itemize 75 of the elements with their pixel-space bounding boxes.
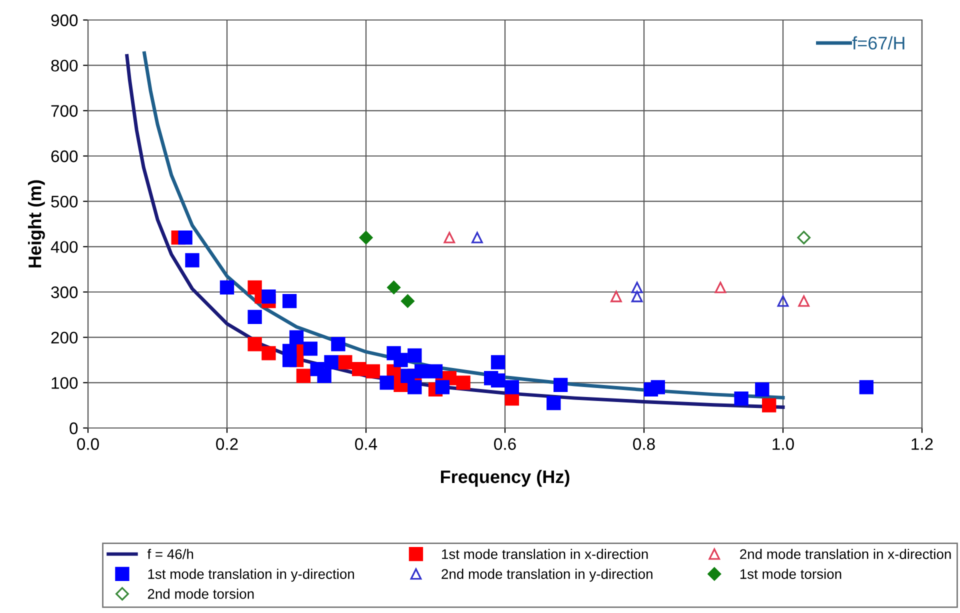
point <box>324 355 338 370</box>
legend-label: 1st mode translation in y-direction <box>148 568 354 582</box>
point <box>554 378 568 392</box>
legend-label: f=67/H <box>852 36 904 50</box>
point <box>317 368 332 383</box>
point <box>490 373 506 388</box>
legend-label: 1st mode translation in x-direction <box>442 548 648 560</box>
point <box>504 380 520 394</box>
point <box>408 380 422 394</box>
point <box>380 376 394 390</box>
point <box>289 330 304 344</box>
point <box>359 230 373 244</box>
x-tick-label: 1.0 <box>772 438 794 450</box>
point <box>282 352 297 368</box>
y-tick-label: 100 <box>52 377 78 389</box>
point <box>490 355 506 370</box>
point <box>352 362 366 376</box>
y-tick-label: 900 <box>51 14 78 26</box>
point <box>262 289 276 304</box>
point <box>859 380 874 394</box>
legend-label: 2nd mode translation in y-direction <box>442 568 652 582</box>
point <box>435 380 450 394</box>
point <box>755 382 770 397</box>
point <box>631 290 643 302</box>
legend-label: 2nd mode translation in x-direction <box>740 548 951 560</box>
point <box>408 348 422 363</box>
point <box>331 337 346 352</box>
point <box>546 396 561 410</box>
point <box>650 380 665 394</box>
point <box>296 368 311 383</box>
x-tick-label: 0.6 <box>494 438 516 450</box>
x-tick-label: 0.8 <box>633 438 655 450</box>
y-tick-label: 500 <box>51 196 78 208</box>
point <box>220 280 234 295</box>
point <box>762 398 776 412</box>
y-axis-title: Height (m) <box>28 180 45 268</box>
y-tick-label: 400 <box>50 241 78 253</box>
point <box>472 232 483 244</box>
point <box>610 290 622 302</box>
y-tick-label: 200 <box>51 332 78 344</box>
point <box>248 337 262 352</box>
point <box>262 346 276 360</box>
point <box>734 391 748 406</box>
point <box>282 294 297 308</box>
point <box>631 282 643 294</box>
x-tick-label: 0.0 <box>77 438 99 450</box>
point <box>714 282 726 294</box>
y-tick-label: 800 <box>51 60 78 72</box>
point <box>387 280 401 294</box>
point <box>428 364 443 378</box>
legend-label: 2nd mode torsion <box>148 588 254 599</box>
point <box>394 352 408 368</box>
legend-label: 1st mode torsion <box>740 568 842 579</box>
point <box>798 295 810 307</box>
point <box>777 295 789 307</box>
point <box>456 376 470 390</box>
point <box>185 253 200 268</box>
x-axis-title: Frequency (Hz) <box>441 470 570 487</box>
y-tick-label: 300 <box>51 286 78 298</box>
point <box>366 364 380 378</box>
x-tick-label: 1.2 <box>912 438 933 450</box>
point <box>444 232 456 244</box>
point <box>338 355 352 370</box>
point <box>797 230 811 244</box>
point <box>414 364 429 378</box>
legend-label: f = 46/h <box>147 548 194 560</box>
y-tick-label: 600 <box>51 150 78 162</box>
y-tick-label: 0 <box>70 422 78 434</box>
point <box>248 310 262 324</box>
point <box>178 230 192 245</box>
y-tick-label: 700 <box>51 105 78 117</box>
x-tick-label: 0.4 <box>355 438 378 450</box>
point <box>303 342 318 356</box>
point <box>400 294 414 308</box>
x-tick-label: 0.2 <box>216 438 238 450</box>
